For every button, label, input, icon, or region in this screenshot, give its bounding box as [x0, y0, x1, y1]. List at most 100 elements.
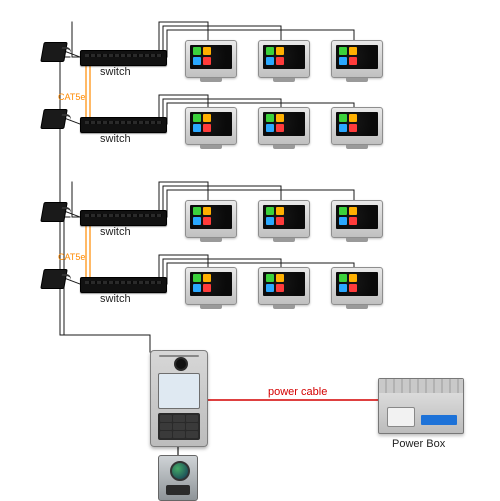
keypad-key — [186, 431, 198, 438]
screen-tile — [339, 274, 347, 282]
switch-label-0: switch — [100, 66, 131, 78]
screen-tile — [276, 124, 284, 132]
door-station-keypad — [158, 413, 200, 440]
network-switch-2 — [80, 210, 167, 226]
monitor-3-0 — [185, 267, 237, 305]
screen-tile — [349, 114, 357, 122]
screen-tile — [193, 57, 201, 65]
screen-tile — [203, 47, 211, 55]
network-switch-3 — [80, 277, 167, 293]
cat5e-label-1: CAT5e — [58, 92, 85, 102]
power-adapter-1 — [40, 109, 68, 129]
wire-trunk-0 — [72, 22, 80, 57]
screen-tile — [276, 47, 284, 55]
switch-label-2: switch — [100, 226, 131, 238]
keypad-key — [160, 415, 172, 422]
screen-tile — [266, 47, 274, 55]
monitor-screen — [190, 205, 232, 229]
door-station-camera — [174, 357, 188, 371]
screen-tile — [339, 57, 347, 65]
screen-tile — [349, 284, 357, 292]
monitor-screen — [263, 205, 305, 229]
screen-tile — [193, 274, 201, 282]
power-box-label: Power Box — [392, 438, 445, 450]
power-cable-label: power cable — [268, 386, 327, 398]
monitor-stand — [273, 78, 295, 82]
screen-tile — [193, 114, 201, 122]
screen-tile — [193, 284, 201, 292]
screen-tile — [339, 284, 347, 292]
screen-tile — [276, 57, 284, 65]
door-station — [150, 350, 208, 447]
screen-tile — [193, 207, 201, 215]
monitor-stand — [346, 145, 368, 149]
monitor-2-0 — [185, 200, 237, 238]
power-adapter-0 — [40, 42, 68, 62]
monitor-screen — [190, 112, 232, 136]
screen-tile — [193, 217, 201, 225]
screen-tile — [349, 274, 357, 282]
screen-tile — [266, 57, 274, 65]
screen-tile — [193, 47, 201, 55]
monitor-0-1 — [258, 40, 310, 78]
lock-knob — [170, 461, 190, 481]
screen-tile — [266, 217, 274, 225]
electronic-lock — [158, 455, 198, 501]
screen-tile — [203, 274, 211, 282]
keypad-key — [186, 423, 198, 430]
network-switch-1 — [80, 117, 167, 133]
keypad-key — [173, 431, 185, 438]
screen-tile — [339, 217, 347, 225]
monitor-stand — [200, 305, 222, 309]
keypad-key — [160, 423, 172, 430]
cat5e-label-3: CAT5e — [58, 252, 85, 262]
wire-trunk-1 — [72, 182, 80, 217]
screen-tile — [349, 47, 357, 55]
monitor-screen — [263, 272, 305, 296]
monitor-stand — [273, 145, 295, 149]
screen-tile — [349, 124, 357, 132]
diagram-canvas: switch switch CAT5e switch switch CAT5e power … — [0, 0, 500, 500]
switch-label-3: switch — [100, 293, 131, 305]
screen-tile — [203, 57, 211, 65]
monitor-screen — [336, 205, 378, 229]
monitor-screen — [263, 112, 305, 136]
power-box — [378, 378, 464, 434]
screen-tile — [349, 207, 357, 215]
screen-tile — [276, 217, 284, 225]
door-station-screen — [158, 373, 200, 409]
screen-tile — [266, 284, 274, 292]
screen-tile — [203, 217, 211, 225]
monitor-3-1 — [258, 267, 310, 305]
monitor-screen — [336, 272, 378, 296]
monitor-screen — [336, 45, 378, 69]
monitor-0-2 — [331, 40, 383, 78]
screen-tile — [276, 274, 284, 282]
screen-tile — [339, 207, 347, 215]
screen-tile — [203, 207, 211, 215]
monitor-screen — [336, 112, 378, 136]
monitor-screen — [190, 272, 232, 296]
monitor-stand — [273, 238, 295, 242]
monitor-stand — [346, 78, 368, 82]
monitor-1-1 — [258, 107, 310, 145]
monitor-stand — [273, 305, 295, 309]
monitor-2-1 — [258, 200, 310, 238]
screen-tile — [266, 207, 274, 215]
monitor-2-2 — [331, 200, 383, 238]
screen-tile — [339, 47, 347, 55]
screen-tile — [349, 57, 357, 65]
power-box-terminals — [421, 415, 457, 425]
screen-tile — [266, 114, 274, 122]
monitor-1-2 — [331, 107, 383, 145]
keypad-key — [160, 431, 172, 438]
switch-label-1: switch — [100, 133, 131, 145]
screen-tile — [203, 124, 211, 132]
screen-tile — [276, 207, 284, 215]
monitor-1-0 — [185, 107, 237, 145]
keypad-key — [186, 415, 198, 422]
power-adapter-2 — [40, 202, 68, 222]
screen-tile — [203, 114, 211, 122]
monitor-0-0 — [185, 40, 237, 78]
screen-tile — [266, 274, 274, 282]
